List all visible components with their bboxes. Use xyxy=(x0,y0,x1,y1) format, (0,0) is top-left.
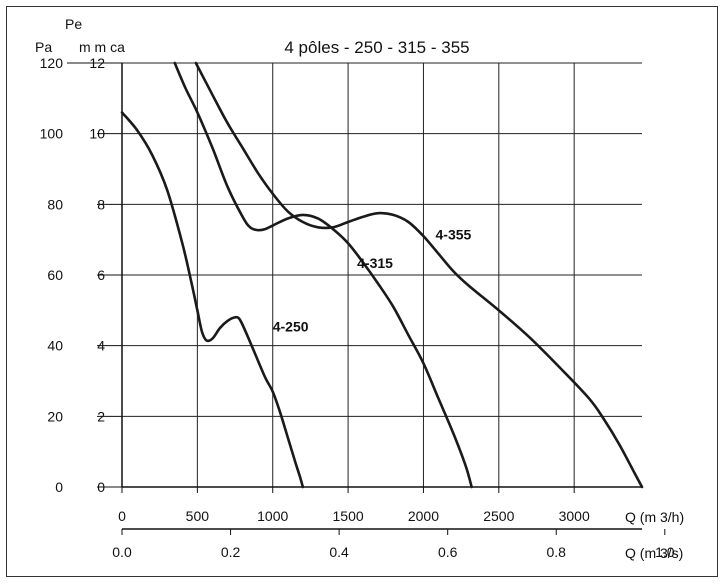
grid-layer xyxy=(122,62,642,487)
y-right-tick-label: 4 xyxy=(97,338,105,354)
x-primary-tick-label: 3000 xyxy=(559,508,590,524)
chart-svg: 4 pôles - 250 - 315 - 355 Pa Pe m m ca Q… xyxy=(35,16,684,561)
y-left-tick-label: 40 xyxy=(47,338,63,354)
y-right-tick-label: 6 xyxy=(97,267,105,283)
chart-title: 4 pôles - 250 - 315 - 355 xyxy=(284,38,469,57)
x-secondary-tick-label: 0.4 xyxy=(329,544,349,560)
y-right-tick-label: 12 xyxy=(89,55,105,71)
x-secondary-tick-label: 0.0 xyxy=(112,544,132,560)
x-primary-tick-label: 0 xyxy=(118,508,126,524)
x-primary-tick-label: 1000 xyxy=(257,508,288,524)
chart-frame: 4 pôles - 250 - 315 - 355 Pa Pe m m ca Q… xyxy=(6,6,718,577)
series-line-4-315 xyxy=(173,61,473,489)
x-primary-tick-label: 500 xyxy=(186,508,210,524)
series-label-4-250: 4-250 xyxy=(273,319,309,335)
x-primary-tick-label: 2000 xyxy=(408,508,439,524)
series-line-4-355 xyxy=(194,61,644,489)
x-axis-primary-label: Q (m 3/h) xyxy=(625,509,684,525)
y-right-tick-label: 2 xyxy=(97,408,105,424)
series-line-4-250 xyxy=(120,111,305,489)
y-right-tick-label: 8 xyxy=(97,196,105,212)
y-right-tick-label: 10 xyxy=(89,126,105,142)
x-secondary-tick-label: 0.8 xyxy=(547,544,567,560)
x-axis-secondary-label: Q (m 3/s) xyxy=(625,545,683,561)
x-primary-tick-label: 2500 xyxy=(483,508,514,524)
x-secondary-tick-label: 1.0 xyxy=(655,544,675,560)
y-left-tick-label: 100 xyxy=(40,126,64,142)
y-left-tick-label: 60 xyxy=(47,267,63,283)
y-left-tick-label: 80 xyxy=(47,196,63,212)
y-right-tick-label: 0 xyxy=(97,479,105,495)
y-left-tick-label: 20 xyxy=(47,408,63,424)
x-secondary-tick-label: 0.2 xyxy=(221,544,241,560)
left-axis-unit-label: Pa xyxy=(35,39,52,55)
series-label-4-355: 4-355 xyxy=(436,227,472,243)
x-primary-tick-label: 1500 xyxy=(333,508,364,524)
x-secondary-tick-label: 0.6 xyxy=(438,544,458,560)
y-left-tick-label: 120 xyxy=(40,55,64,71)
right-axis-label-line1: Pe xyxy=(65,16,82,32)
series-layer: 4-250 4-315 4-355 xyxy=(120,61,644,489)
right-axis-label-line2: m m ca xyxy=(79,39,125,55)
series-label-4-315: 4-315 xyxy=(357,255,393,271)
y-left-tick-label: 0 xyxy=(55,479,63,495)
